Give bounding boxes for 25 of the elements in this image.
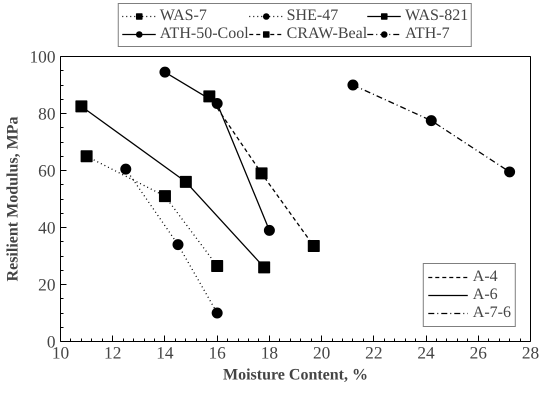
legend-label: ATH-50-Cool [160, 25, 249, 43]
legend-label: A-7-6 [472, 304, 511, 322]
legend-label: ATH-7 [405, 25, 450, 43]
y-axis-title: Resilient Modulus, MPa [4, 116, 22, 282]
legend-label: A-6 [472, 286, 498, 304]
x-tick-label: 26 [470, 344, 488, 362]
x-tick-label: 14 [156, 344, 174, 362]
y-tick-label: 40 [38, 218, 56, 238]
x-tick-label: 18 [260, 344, 278, 362]
x-tick-label: 16 [208, 344, 226, 362]
legend-label: WAS-7 [160, 7, 207, 25]
legend-label: WAS-821 [405, 7, 468, 25]
y-tick-label: 100 [30, 48, 56, 66]
legend-label: A-4 [472, 268, 498, 286]
y-tick-label: 80 [38, 104, 56, 124]
legend-label: CRAW-Beal [286, 25, 368, 43]
x-tick-label: 22 [365, 344, 382, 362]
x-tick-label: 20 [312, 344, 330, 362]
x-tick-label: 28 [522, 344, 540, 362]
legend-label: SHE-47 [286, 7, 338, 25]
y-tick-label: 60 [38, 162, 56, 180]
x-tick-label: 24 [417, 344, 436, 362]
x-axis-title: Moisture Content, % [222, 366, 368, 384]
x-tick-label: 12 [104, 344, 122, 362]
y-tick-label: 20 [38, 276, 56, 294]
